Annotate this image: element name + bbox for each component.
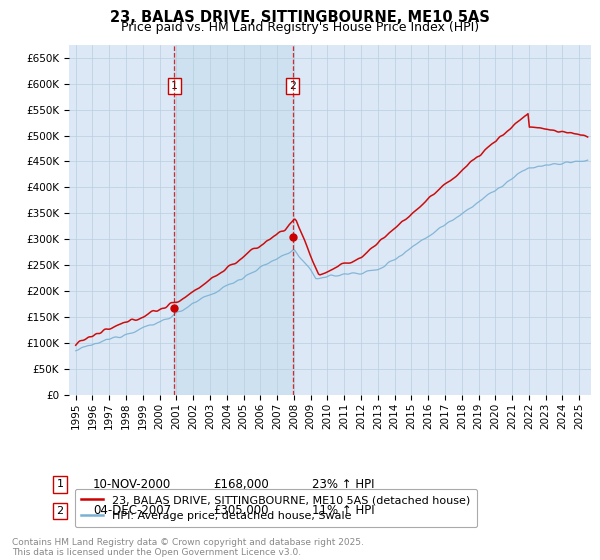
Text: 11% ↑ HPI: 11% ↑ HPI — [312, 504, 374, 517]
Text: £168,000: £168,000 — [213, 478, 269, 491]
Text: 1: 1 — [171, 81, 178, 91]
Text: 23% ↑ HPI: 23% ↑ HPI — [312, 478, 374, 491]
Text: £305,000: £305,000 — [213, 504, 269, 517]
Text: Price paid vs. HM Land Registry's House Price Index (HPI): Price paid vs. HM Land Registry's House … — [121, 21, 479, 34]
Text: 2: 2 — [56, 506, 64, 516]
Text: 2: 2 — [289, 81, 296, 91]
Text: 10-NOV-2000: 10-NOV-2000 — [93, 478, 171, 491]
Text: 1: 1 — [56, 479, 64, 489]
Bar — [175, 45, 293, 395]
Text: 23, BALAS DRIVE, SITTINGBOURNE, ME10 5AS: 23, BALAS DRIVE, SITTINGBOURNE, ME10 5AS — [110, 10, 490, 25]
Legend: 23, BALAS DRIVE, SITTINGBOURNE, ME10 5AS (detached house), HPI: Average price, d: 23, BALAS DRIVE, SITTINGBOURNE, ME10 5AS… — [74, 489, 477, 528]
Text: Contains HM Land Registry data © Crown copyright and database right 2025.
This d: Contains HM Land Registry data © Crown c… — [12, 538, 364, 557]
Text: 04-DEC-2007: 04-DEC-2007 — [93, 504, 171, 517]
